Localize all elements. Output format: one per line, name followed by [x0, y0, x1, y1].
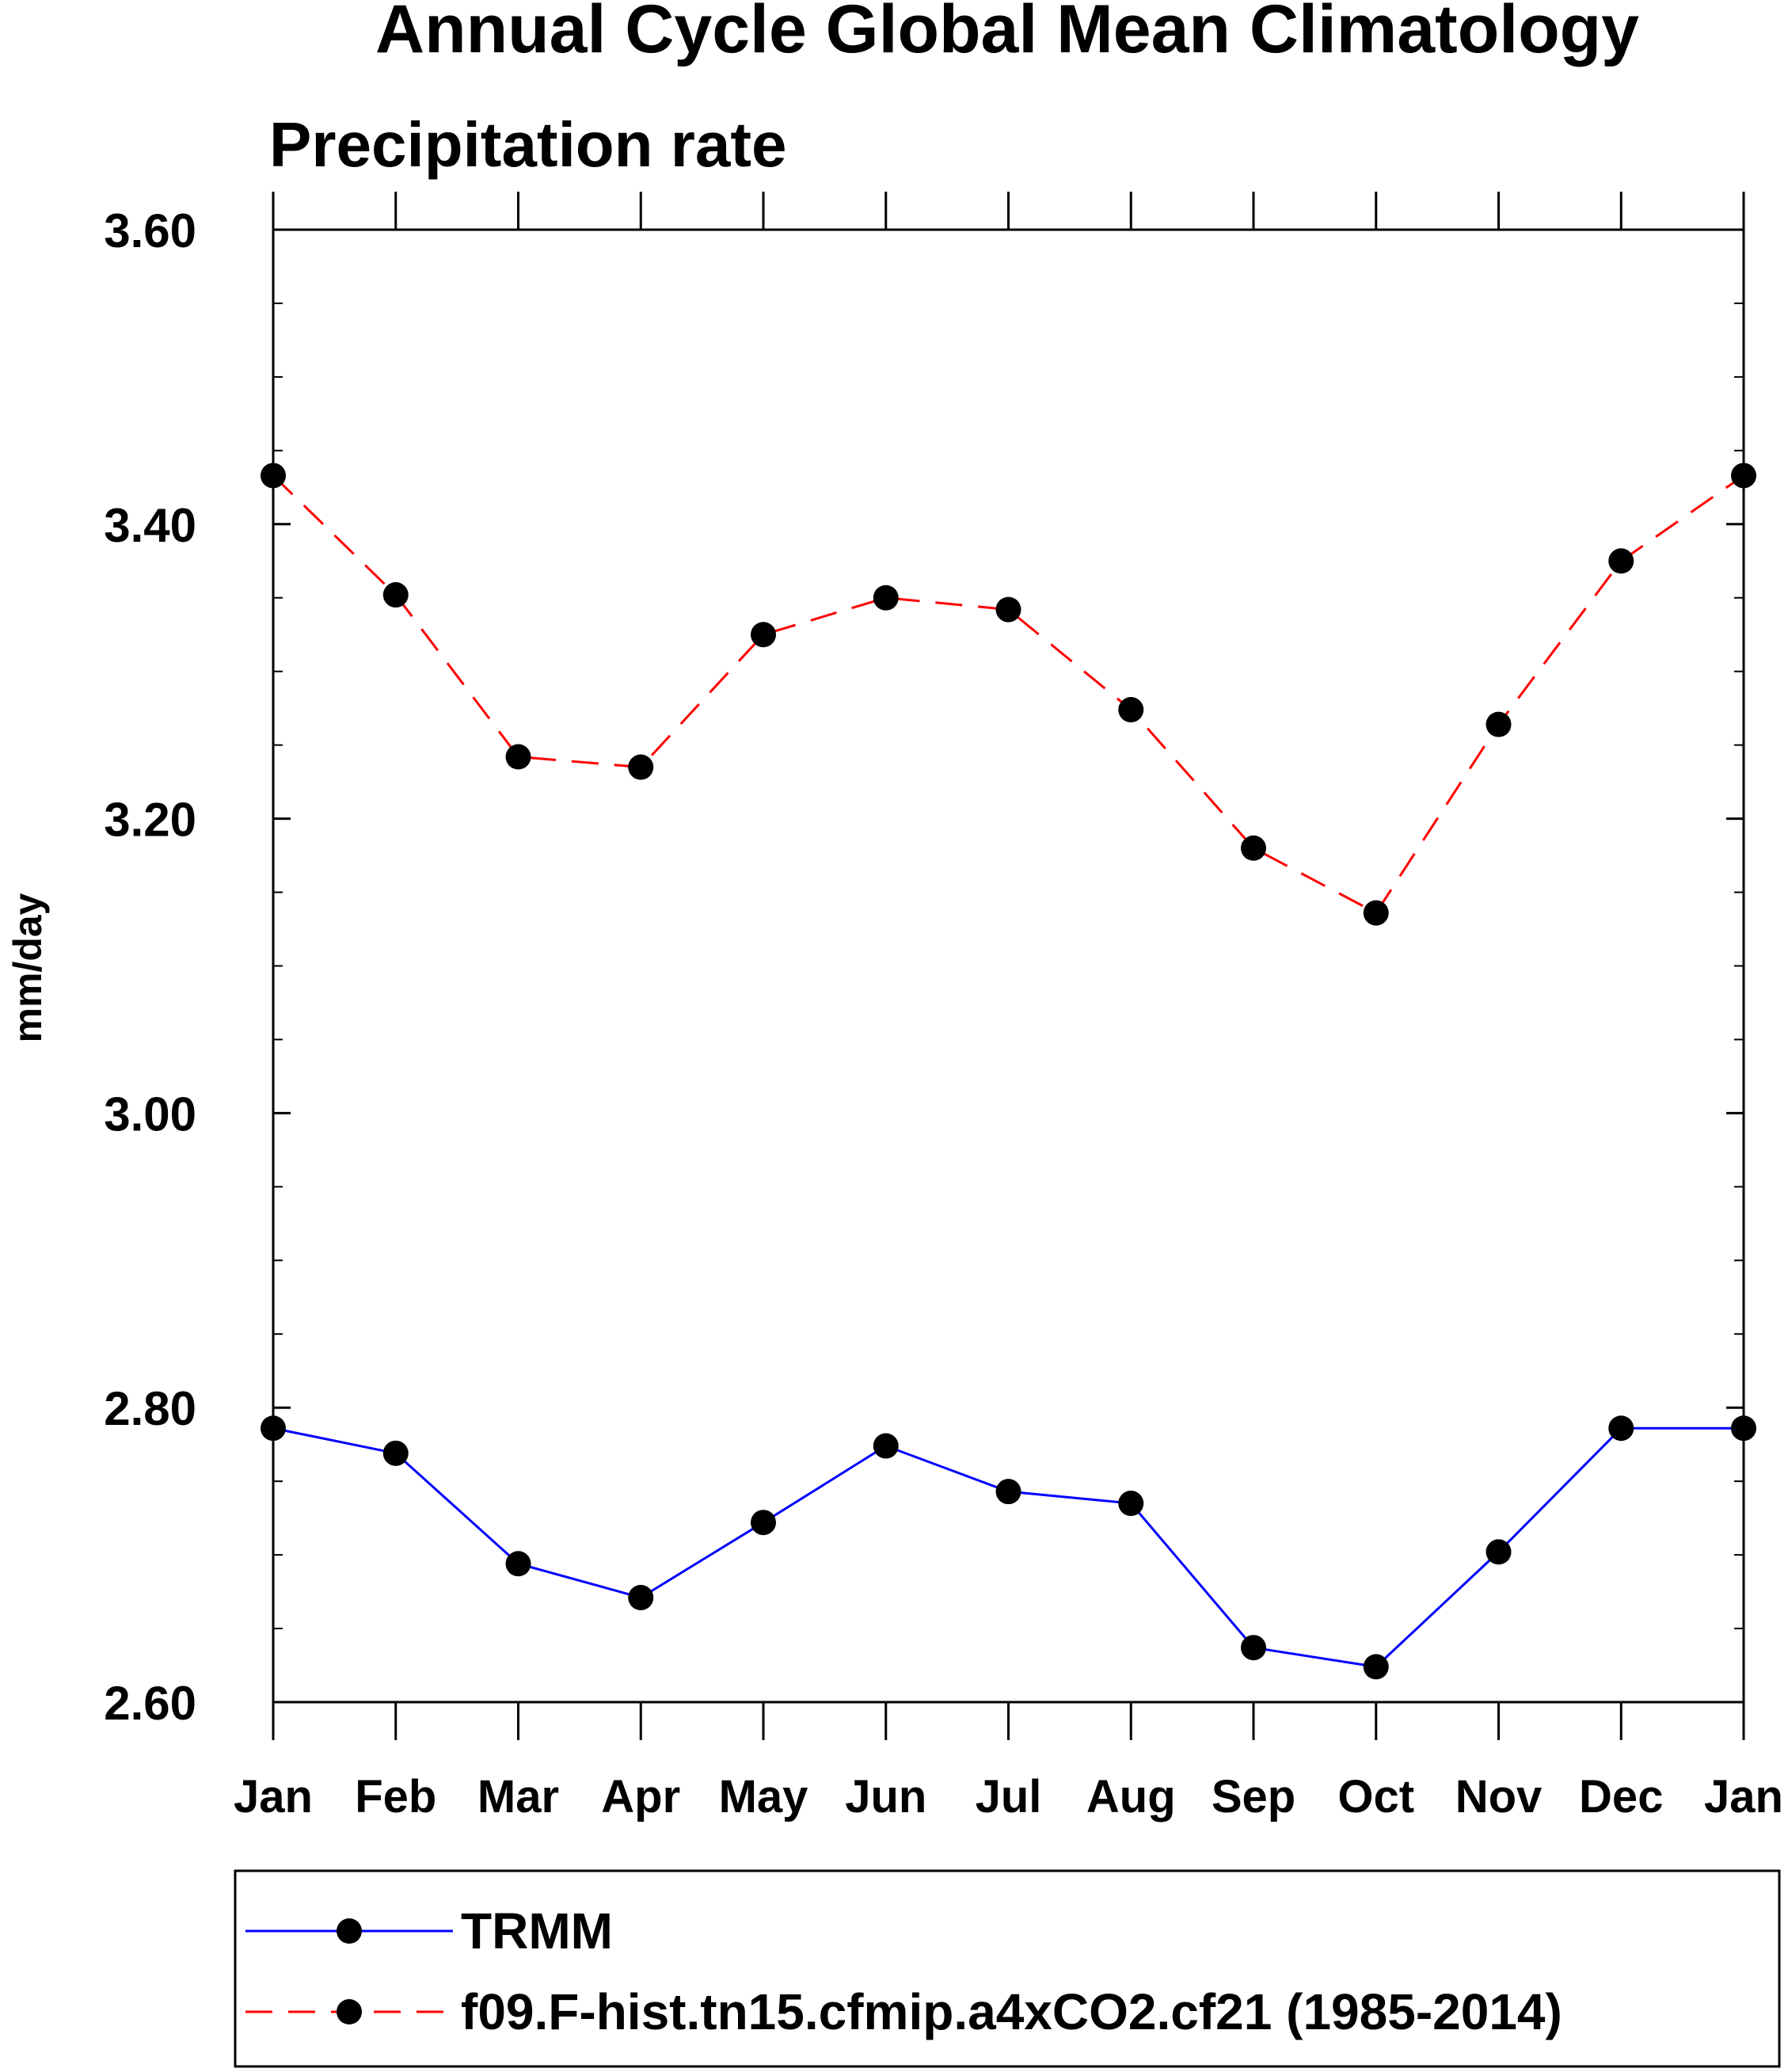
chart-subtitle: Precipitation rate	[269, 109, 787, 180]
x-tick-label: Nov	[1455, 1771, 1543, 1823]
data-point-series-0	[1118, 1491, 1144, 1517]
x-tick-label: Apr	[601, 1771, 680, 1823]
y-tick-label: 3.00	[104, 1087, 196, 1141]
data-point-series-1	[995, 596, 1021, 623]
data-point-series-1	[261, 463, 286, 489]
y-tick-label: 3.40	[104, 499, 196, 552]
legend-box	[234, 1869, 1781, 2068]
plot-area: 2.60 2.80 3.00 3.20 3.40 3.60 Jan Feb Mar Apr May J…	[104, 192, 1783, 1823]
x-tick-label: Jan	[234, 1771, 313, 1823]
x-tick-label: Mar	[477, 1771, 559, 1823]
series-line-0	[272, 1426, 1744, 1668]
y-tick-label: 3.20	[104, 794, 196, 847]
x-tick-label: Feb	[355, 1771, 436, 1823]
data-point-series-1	[1363, 900, 1389, 926]
data-point-series-0	[1731, 1415, 1756, 1442]
data-point-series-0	[382, 1440, 409, 1466]
data-point-series-0	[995, 1479, 1021, 1505]
data-point-series-1	[1486, 711, 1512, 737]
data-point-series-1	[1731, 463, 1756, 489]
y-tick-label: 2.60	[104, 1677, 196, 1730]
data-point-series-0	[1486, 1539, 1512, 1565]
data-point-series-0	[1241, 1635, 1266, 1661]
legend-marker-1	[337, 1999, 362, 2024]
x-tick-label: May	[719, 1771, 808, 1823]
series-line-1	[272, 474, 1744, 915]
data-point-series-1	[628, 754, 654, 780]
data-point-series-0	[628, 1585, 654, 1611]
data-point-series-1	[873, 585, 899, 611]
data-point-series-0	[261, 1415, 286, 1442]
x-tick-label: Jun	[845, 1771, 926, 1823]
x-tick-label: Dec	[1579, 1771, 1663, 1823]
x-tick-label: Oct	[1337, 1771, 1414, 1823]
x-tick-label: Jan	[1704, 1771, 1783, 1823]
data-point-series-1	[1241, 835, 1266, 861]
data-point-series-0	[1608, 1415, 1634, 1442]
data-point-series-1	[505, 744, 531, 770]
data-point-series-0	[873, 1433, 899, 1459]
x-tick-label: Jul	[976, 1771, 1042, 1823]
data-point-series-0	[505, 1551, 531, 1577]
data-point-series-1	[751, 622, 776, 648]
y-tick-label: 2.80	[104, 1382, 196, 1435]
chart-title: Annual Cycle Global Mean Climatology	[375, 0, 1639, 67]
x-tick-label: Aug	[1086, 1771, 1176, 1823]
legend-marker-0	[337, 1918, 362, 1944]
legend: TRMM f09.F-hist.tn15.cfmip.a4xCO2.cf21 (1…	[234, 1869, 1781, 2068]
data-point-series-1	[1118, 697, 1144, 723]
data-point-series-0	[1363, 1654, 1389, 1680]
data-point-series-1	[382, 582, 409, 608]
legend-label-1: f09.F-hist.tn15.cfmip.a4xCO2.cf21 (1985-…	[461, 1983, 1562, 2040]
y-axis-label: mm/day	[6, 893, 50, 1042]
legend-label-0: TRMM	[461, 1903, 613, 1960]
data-point-series-1	[1608, 548, 1634, 574]
y-tick-label: 3.60	[104, 204, 196, 257]
x-tick-label: Sep	[1212, 1771, 1295, 1823]
data-point-series-0	[751, 1510, 776, 1536]
